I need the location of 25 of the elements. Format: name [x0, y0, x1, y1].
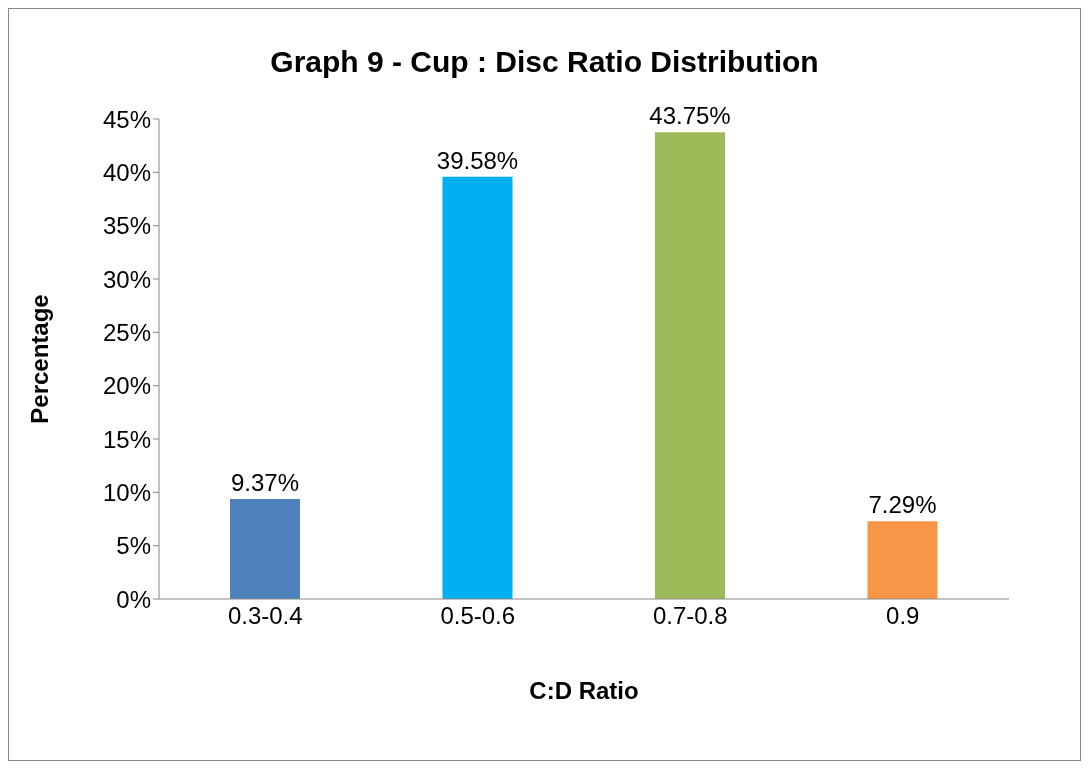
y-tick-label: 25% [102, 318, 151, 346]
y-tick-label: 35% [102, 212, 151, 240]
chart-title: Graph 9 - Cup : Disc Ratio Distribution [269, 45, 820, 79]
x-tick-label: 0.7-0.8 [652, 602, 728, 630]
bar [867, 521, 938, 599]
y-tick-label: 45% [102, 105, 151, 133]
y-tick-label: 40% [102, 158, 151, 186]
y-tick-label: 0% [116, 585, 151, 613]
bar [655, 132, 725, 599]
y-tick-label: 20% [102, 372, 151, 400]
x-tick-label: 0.3-0.4 [227, 602, 303, 630]
x-axis-title: C:D Ratio [529, 677, 639, 704]
data-label: 7.29% [868, 491, 937, 519]
data-label: 39.58% [436, 146, 519, 174]
x-tick-label: 0.5-0.6 [440, 602, 516, 630]
y-tick-label: 15% [102, 425, 151, 453]
y-tick-label: 5% [116, 532, 151, 560]
data-label: 43.75% [649, 102, 731, 130]
y-axis-title: Percentage [25, 294, 53, 424]
y-tick-label: 10% [102, 478, 151, 506]
x-tick-label: 0.9 [886, 602, 920, 630]
bar [230, 499, 300, 599]
bar [442, 176, 513, 599]
y-tick-label: 30% [102, 265, 151, 293]
data-label: 9.37% [230, 469, 300, 497]
